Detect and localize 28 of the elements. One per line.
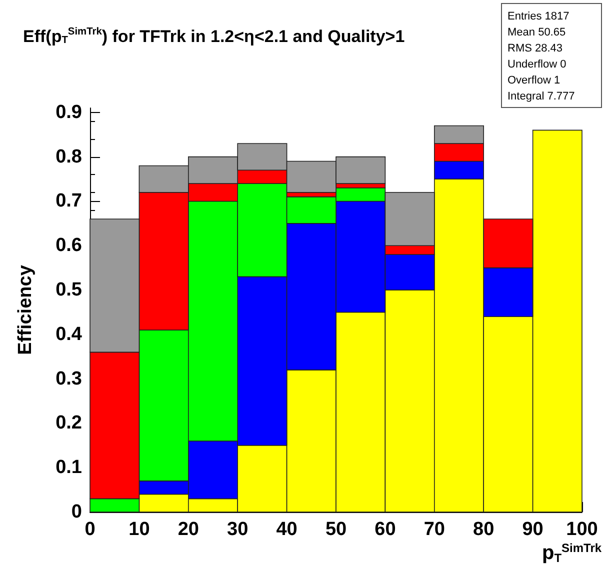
y-tick-label: 0.1 xyxy=(56,457,82,478)
x-tick-label: 60 xyxy=(374,519,396,540)
text: Overflow 1 xyxy=(508,74,560,86)
y-tick-label: 0.6 xyxy=(56,235,82,256)
y-axis-title: Efficiency xyxy=(15,264,36,355)
x-tick-label: 30 xyxy=(227,519,248,540)
text: Underflow 0 xyxy=(508,58,566,70)
text: RMS 28.43 xyxy=(508,42,563,54)
text: Entries 1817 xyxy=(508,10,570,22)
x-tick-label: 90 xyxy=(522,519,544,540)
y-tick-label: 0.3 xyxy=(56,368,82,390)
text: Integral 7.777 xyxy=(508,90,575,102)
y-tick-label: 0 xyxy=(71,502,82,522)
y-tick-label: 0.5 xyxy=(56,280,82,301)
x-tick-label: 0 xyxy=(84,519,96,540)
x-tick-label: 20 xyxy=(178,519,199,540)
y-tick-label: 0.9 xyxy=(56,102,82,123)
y-tick-label: 0.7 xyxy=(56,190,82,212)
text: Mean 50.65 xyxy=(508,26,566,38)
x-tick-label: 100 xyxy=(566,519,598,540)
y-tick-label: 0.4 xyxy=(56,324,82,345)
x-tick-label: 10 xyxy=(128,519,150,540)
x-tick-label: 40 xyxy=(276,519,298,540)
x-tick-label: 80 xyxy=(473,519,494,540)
y-tick-label: 0.8 xyxy=(56,146,82,168)
x-tick-label: 50 xyxy=(325,519,347,540)
y-tick-label: 0.2 xyxy=(56,412,82,434)
x-tick-label: 70 xyxy=(424,519,445,540)
